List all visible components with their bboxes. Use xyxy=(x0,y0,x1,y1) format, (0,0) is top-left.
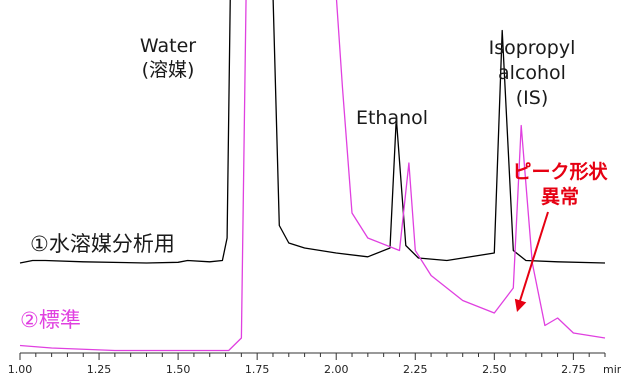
x-tick-label: 1.75 xyxy=(245,363,270,376)
abnormal-label-line2: 異常 xyxy=(541,185,579,208)
x-tick-label: 1.00 xyxy=(8,363,33,376)
x-axis: 1.00 1.25 1.50 1.75 2.00 2.25 2.50 2.75 min xyxy=(8,352,621,376)
x-tick-label: 2.25 xyxy=(403,363,428,376)
x-tick-label: 2.50 xyxy=(482,363,507,376)
arrow-head xyxy=(514,298,527,312)
trace1-label: ①水溶媒分析用 xyxy=(30,232,175,256)
traces-group xyxy=(19,0,606,352)
x-tick-label: 2.75 xyxy=(561,363,586,376)
series-line-2 xyxy=(19,0,606,352)
solvent-label: (溶媒) xyxy=(142,59,195,81)
arrow-shaft xyxy=(518,211,549,305)
ipa-label-line2: alcohol xyxy=(498,62,566,84)
ipa-label-line3: (IS) xyxy=(516,87,549,109)
trace2-label: ②標準 xyxy=(20,308,81,332)
x-tick-label: 1.25 xyxy=(87,363,112,376)
water-label: Water xyxy=(140,35,196,57)
x-tick-label: 2.00 xyxy=(324,363,349,376)
x-tick-label: 1.50 xyxy=(166,363,191,376)
ipa-label-line1: Isopropyl xyxy=(489,37,576,59)
series-line-1 xyxy=(19,0,606,264)
abnormal-arrow xyxy=(514,211,549,312)
x-axis-unit-label: min xyxy=(603,363,621,376)
abnormal-label-line1: ピーク形状 xyxy=(512,160,608,183)
ethanol-label: Ethanol xyxy=(356,107,428,129)
